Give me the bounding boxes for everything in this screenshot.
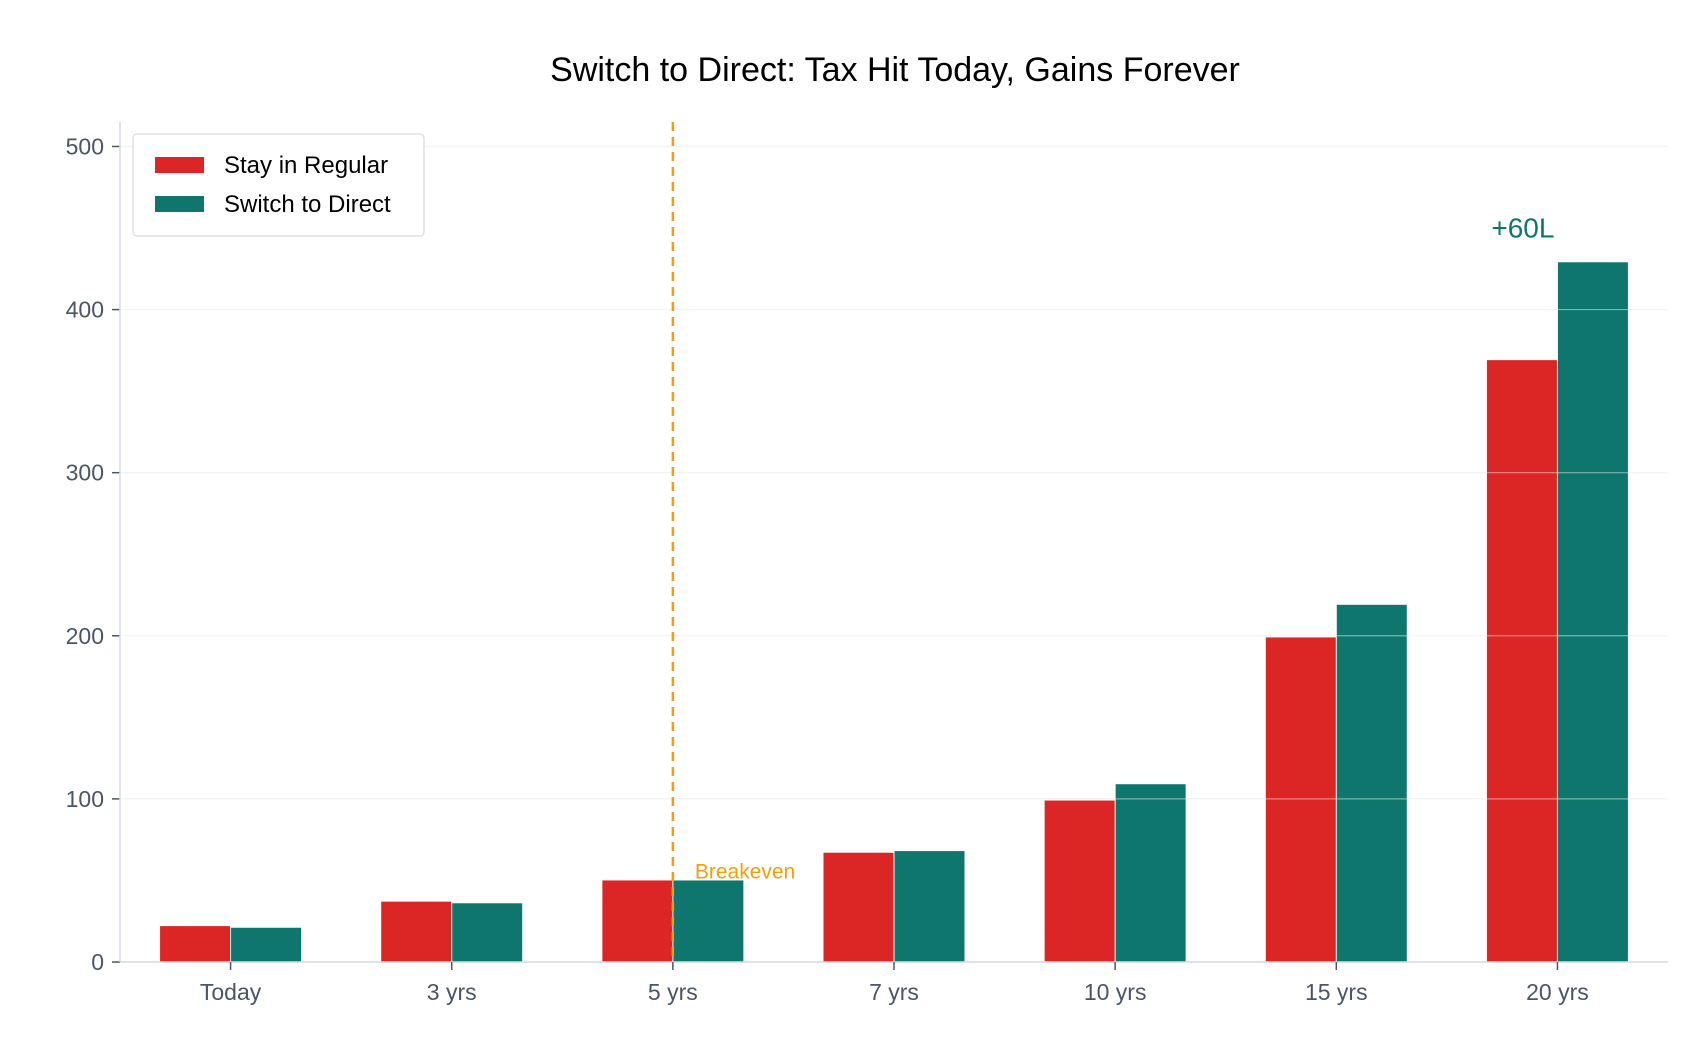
bar-direct [1557,262,1628,962]
y-tick-label: 500 [66,133,104,159]
bar-regular [602,880,673,962]
bar-regular [160,926,231,962]
bar-direct [452,903,523,962]
y-tick-label: 100 [66,786,104,812]
bar-direct [1336,604,1407,962]
bar-regular [1486,360,1557,962]
x-tick-label: 15 yrs [1305,979,1368,1005]
bar-direct [673,880,744,962]
bar-direct [231,927,302,962]
gridlines [120,145,1668,963]
legend-swatch [155,157,204,173]
legend-label: Stay in Regular [224,152,388,179]
chart-title: Switch to Direct: Tax Hit Today, Gains F… [550,51,1240,89]
legend-box [132,133,425,237]
breakeven-label: Breakeven [695,860,795,883]
legend-swatch [155,196,204,212]
bar-regular [381,901,452,962]
bar-regular [1265,637,1336,962]
y-tick-label: 0 [91,949,104,975]
x-tick-label: 7 yrs [869,979,919,1005]
x-tick-label: 10 yrs [1084,979,1147,1005]
legend: Stay in Regular Switch to Direct [132,133,425,237]
axes: 0 100 200 300 400 500 Today 3 yrs 5 yrs 7 yrs 10 y… [66,122,1668,1005]
y-tick-label: 300 [66,460,104,486]
x-tick-label: 3 yrs [427,979,477,1005]
bar-regular [823,852,894,962]
bar-direct [1115,784,1186,962]
bars [120,145,1668,962]
annotations: +60L [1491,212,1554,243]
x-tick-label: Today [200,979,262,1005]
bar-direct [894,851,965,962]
y-tick-label: 400 [66,297,104,323]
gain-annotation: +60L [1491,212,1554,243]
y-tick-label: 200 [66,623,104,649]
x-tick-label: 20 yrs [1526,979,1589,1005]
bar-regular [1044,800,1115,962]
legend-label: Switch to Direct [224,191,391,218]
x-tick-label: 5 yrs [648,979,698,1005]
reference-line: Breakeven [671,122,795,962]
